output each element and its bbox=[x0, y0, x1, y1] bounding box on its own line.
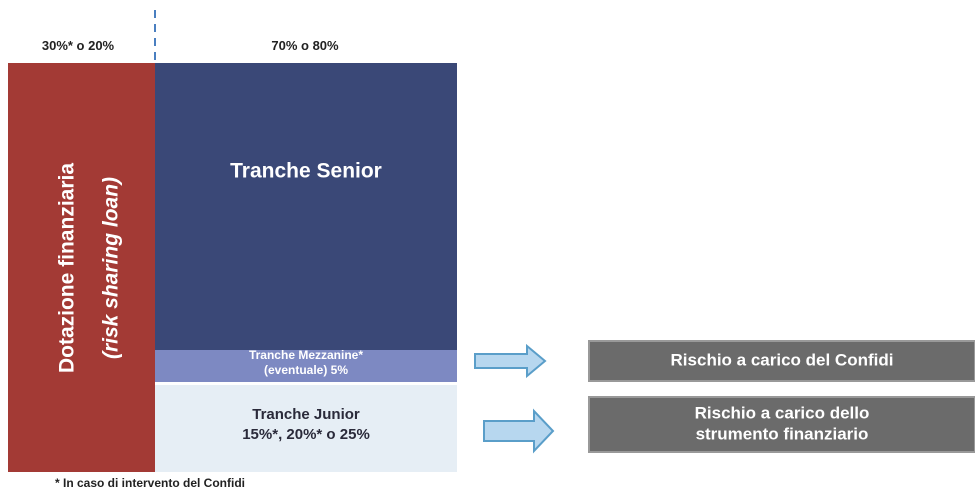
mezzanine-block bbox=[155, 350, 457, 382]
senior-block bbox=[155, 63, 457, 350]
risk-label: Rischio a carico dello bbox=[695, 403, 870, 422]
tranche-label: Tranche Junior bbox=[252, 406, 360, 423]
risk-box bbox=[588, 340, 975, 382]
footnote: * In caso di intervento del Confidi bbox=[55, 476, 245, 490]
risk-box bbox=[588, 396, 975, 453]
arrow bbox=[474, 343, 547, 379]
tranche-label: (eventuale) 5% bbox=[264, 363, 348, 377]
right-share: 70% o 80% bbox=[271, 38, 339, 53]
tranche-label: 15%*, 20%* o 25% bbox=[242, 426, 370, 443]
funding-title: Dotazione finanziaria bbox=[56, 163, 79, 373]
tranche-label: Tranche Mezzanine* bbox=[249, 348, 363, 362]
risk-label: Rischio a carico del Confidi bbox=[671, 350, 894, 369]
arrow bbox=[483, 408, 555, 454]
risk-label: strumento finanziario bbox=[696, 424, 869, 443]
tranche-label: Tranche Senior bbox=[230, 160, 382, 183]
funding-block bbox=[8, 63, 155, 472]
junior-block bbox=[155, 385, 457, 472]
funding-subtitle: (risk sharing loan) bbox=[100, 177, 123, 359]
left-share: 30%* o 20% bbox=[42, 38, 115, 53]
